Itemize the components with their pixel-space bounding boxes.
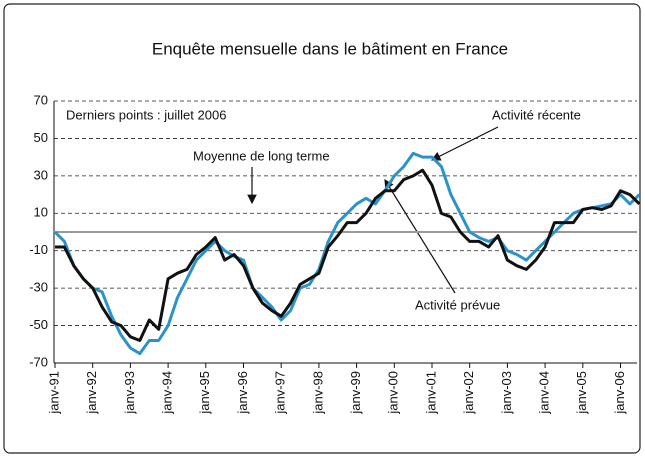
x-tick-label: janv-04 (537, 371, 552, 415)
y-tick-label: -70 (29, 354, 48, 369)
annotation: Activité prévue (415, 297, 500, 312)
annotation: Derniers points : juillet 2006 (66, 107, 226, 122)
y-tick-label: -50 (29, 317, 48, 332)
x-tick-label: janv-99 (348, 371, 363, 415)
x-tick-label: janv-02 (461, 371, 476, 415)
y-tick-label: 30 (34, 167, 48, 182)
y-tick-label: -30 (29, 280, 48, 295)
frame (3, 3, 641, 454)
annotation: Activité récente (492, 107, 581, 122)
x-tick-label: janv-05 (574, 371, 589, 415)
arrow (384, 178, 456, 294)
y-tick-label: 70 (34, 92, 48, 107)
y-tick-label: -10 (29, 242, 48, 257)
arrow (430, 126, 499, 161)
x-tick-label: janv-00 (386, 371, 401, 415)
x-tick-label: janv-91 (46, 371, 61, 415)
x-tick-label: janv-98 (310, 371, 325, 415)
x-tick-label: janv-06 (612, 371, 627, 415)
x-tick-label: janv-03 (499, 371, 514, 415)
x-tick-label: janv-93 (122, 371, 137, 415)
x-tick-label: janv-94 (160, 371, 175, 415)
y-tick-label: 10 (34, 205, 48, 220)
y-tick-label: 50 (34, 130, 48, 145)
x-tick-label: janv-96 (235, 371, 250, 415)
x-tick-label: janv-01 (423, 371, 438, 415)
annotation: Moyenne de long terme (193, 148, 330, 163)
x-tick-label: janv-97 (273, 371, 288, 415)
series-line (53, 151, 641, 356)
series-line (55, 168, 641, 342)
x-tick-label: janv-95 (197, 371, 212, 415)
x-tick-label: janv-92 (84, 371, 99, 415)
chart-title: Enquête mensuelle dans le bâtiment en Fr… (152, 39, 508, 58)
